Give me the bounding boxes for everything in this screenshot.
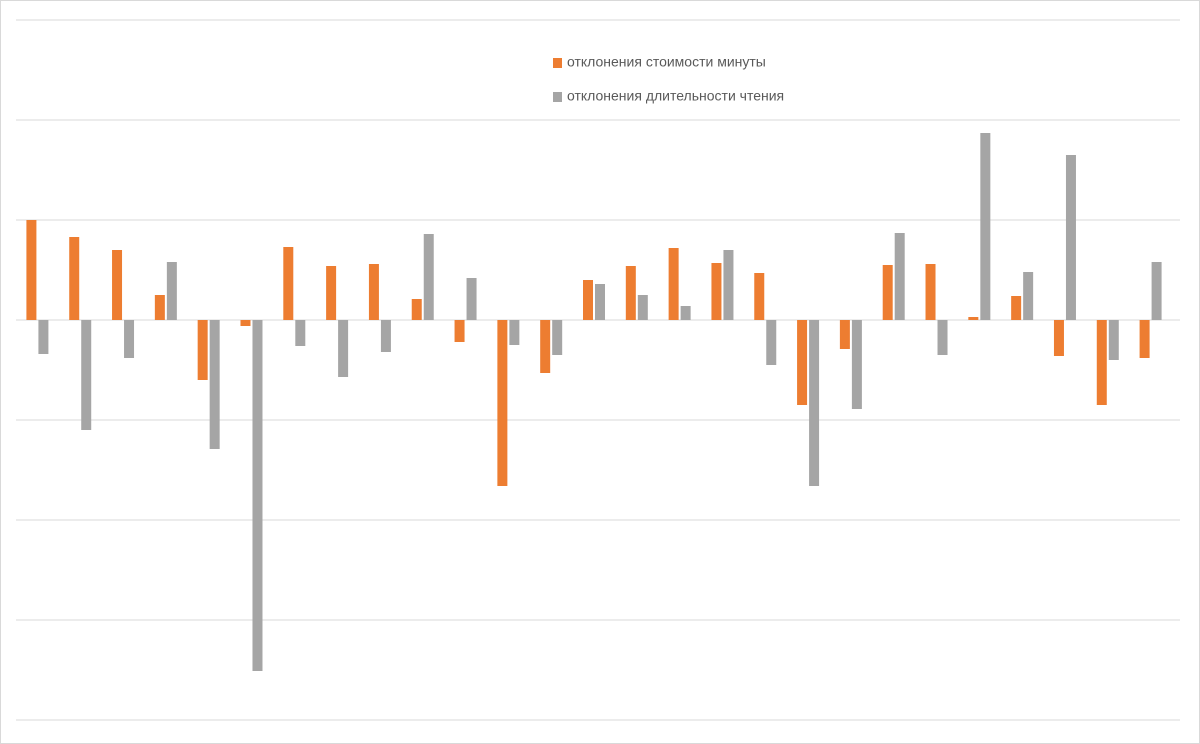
bar <box>1096 320 1107 405</box>
bar <box>423 234 434 320</box>
bar <box>252 320 263 671</box>
bar <box>112 250 123 320</box>
bar <box>1139 320 1150 358</box>
bar <box>1108 320 1119 360</box>
bar <box>124 320 135 358</box>
bar <box>81 320 92 430</box>
bar <box>711 263 722 320</box>
bar <box>595 284 605 320</box>
bar <box>26 220 37 320</box>
bar <box>925 264 936 320</box>
bar <box>839 320 850 349</box>
bar <box>968 317 979 320</box>
bar <box>154 295 165 320</box>
bar <box>766 320 777 365</box>
bar <box>583 280 593 320</box>
bar <box>454 320 465 342</box>
bar <box>283 247 294 320</box>
bar <box>1151 262 1162 320</box>
bar <box>326 266 337 320</box>
bar <box>166 262 177 320</box>
bar <box>338 320 349 377</box>
legend-label: отклонения стоимости минуты <box>567 54 766 70</box>
bar <box>466 278 477 320</box>
bar <box>497 320 508 486</box>
bar <box>240 320 251 326</box>
bar <box>754 273 765 320</box>
bar <box>197 320 208 380</box>
bar <box>937 320 948 355</box>
bar <box>552 320 563 355</box>
legend-label: отклонения длительности чтения <box>567 88 784 104</box>
bar <box>1011 296 1022 320</box>
bar <box>809 320 820 486</box>
bar <box>209 320 220 449</box>
bar <box>69 237 80 320</box>
bar <box>1065 155 1076 320</box>
bar <box>668 248 679 320</box>
legend-swatch <box>553 92 562 102</box>
bar <box>980 133 991 320</box>
bar <box>894 233 905 320</box>
bar <box>411 299 422 320</box>
bar <box>1023 272 1034 320</box>
bar <box>882 265 893 320</box>
bar <box>509 320 520 345</box>
bar <box>368 264 379 320</box>
bar <box>540 320 551 373</box>
bar <box>295 320 306 346</box>
bar <box>625 266 636 320</box>
bar <box>1053 320 1064 356</box>
bar <box>380 320 391 352</box>
legend-swatch <box>553 58 562 68</box>
bar <box>797 320 808 405</box>
bar <box>680 306 691 320</box>
bar <box>723 250 734 320</box>
bar <box>851 320 862 409</box>
bar <box>38 320 49 354</box>
bar <box>637 295 648 320</box>
